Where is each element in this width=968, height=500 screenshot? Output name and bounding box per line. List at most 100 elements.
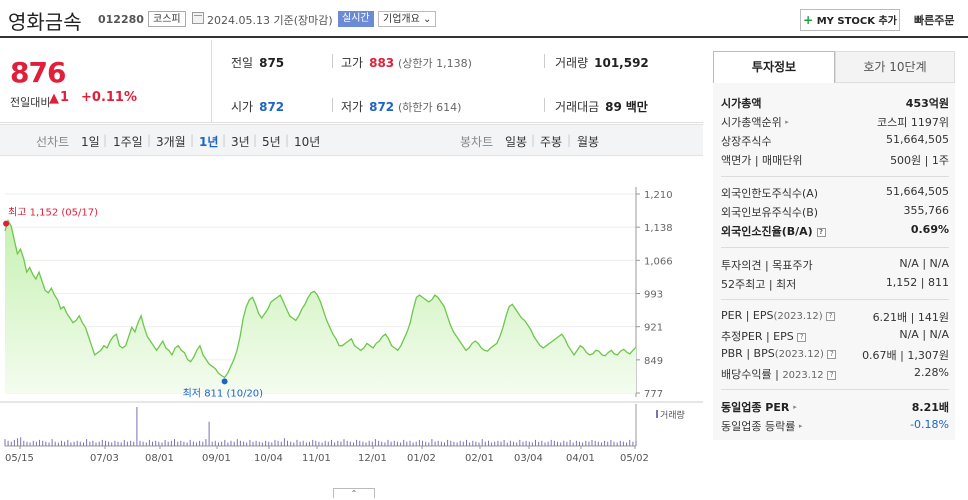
- change-label: 전일대비: [10, 96, 51, 109]
- price-chart-svg: 1,210 1,138 1,066 993 921 849 777 최고 1,152 (05/…: [0, 187, 703, 464]
- divider: |: [222, 133, 227, 147]
- x-tick-label: 07/03: [90, 453, 119, 464]
- plus-icon: +: [803, 13, 814, 27]
- candle-daily[interactable]: 일봉: [505, 135, 528, 149]
- est-per-row: 추정PER | EPS ? N/A | N/A: [721, 328, 949, 343]
- help-icon[interactable]: ?: [816, 228, 826, 237]
- par-row: 액면가 | 매매단위 500원 | 1주: [721, 154, 949, 167]
- pbr-row: PBR | BPS(2023.12) ? 0.67배 | 1,307원: [721, 347, 949, 362]
- opinion-row: 투자의견 | 목표주가 N/A | N/A: [721, 257, 949, 272]
- current-price: 876: [10, 56, 66, 89]
- x-tick-label: 04/01: [566, 453, 595, 464]
- period-1w[interactable]: 1주일: [113, 135, 143, 149]
- caret-right-icon[interactable]: ▸: [798, 422, 803, 430]
- divider: [332, 98, 333, 112]
- volume-legend-swatch: [656, 410, 658, 418]
- company-summary-dropdown[interactable]: 기업개요 ⌄: [378, 11, 437, 27]
- volume: 거래량 101,592: [555, 56, 649, 70]
- price-area: [5, 220, 636, 393]
- candle-chart-label[interactable]: 봉차트: [460, 135, 494, 149]
- divider: [332, 54, 333, 68]
- y-tick-label: 1,210: [644, 190, 673, 201]
- high-marker: [3, 220, 10, 227]
- market-badge: 코스피: [148, 11, 186, 27]
- y-tick-label: 1,066: [644, 256, 673, 267]
- x-tick-label: 08/01: [145, 453, 174, 464]
- divider: [721, 299, 949, 300]
- info-tabs: 투자정보 호가 10단계: [713, 51, 955, 83]
- divider: |: [147, 133, 152, 147]
- change-percent: +0.11%: [81, 90, 137, 105]
- high-label: 최고 1,152 (05/17): [8, 207, 98, 219]
- open-price: 시가 872: [231, 100, 285, 114]
- help-icon[interactable]: ?: [827, 371, 837, 380]
- period-3m[interactable]: 3개월: [156, 135, 186, 149]
- volume-legend-label: 거래량: [660, 409, 685, 421]
- price-chart[interactable]: 1,210 1,138 1,066 993 921 849 777 최고 1,152 (05/…: [0, 157, 703, 500]
- help-icon[interactable]: ?: [826, 312, 836, 321]
- period-10y[interactable]: 10년: [294, 135, 321, 149]
- divider: [721, 176, 949, 177]
- x-tick-label: 05/15: [5, 453, 34, 464]
- change-value: 1: [60, 90, 70, 105]
- x-tick-label: 03/04: [514, 453, 543, 464]
- period-5y[interactable]: 5년: [262, 135, 281, 149]
- period-1d[interactable]: 1일: [81, 135, 100, 149]
- divider: |: [531, 133, 536, 147]
- stock-code: 012280: [98, 13, 144, 26]
- foreign-hold-row: 외국인보유주식수(B) 355,766: [721, 204, 949, 219]
- y-tick-label: 1,138: [644, 223, 673, 234]
- divider: |: [567, 133, 572, 147]
- y-tick-label: 921: [644, 323, 663, 334]
- week52-row: 52주최고 | 최저 1,152 | 811: [721, 276, 949, 291]
- x-tick-label: 12/01: [358, 453, 387, 464]
- line-chart-label[interactable]: 선차트: [36, 135, 70, 149]
- help-icon[interactable]: ?: [797, 333, 807, 342]
- shares-row: 상장주식수 51,664,505: [721, 133, 949, 148]
- x-tick-label: 10/04: [254, 453, 283, 464]
- divider: |: [285, 133, 290, 147]
- x-tick-label: 02/01: [465, 453, 494, 464]
- dividend-row: 배당수익률 | 2023.12 ? 2.28%: [721, 366, 949, 381]
- realtime-button[interactable]: 실시간: [338, 11, 374, 27]
- collapse-chart-button[interactable]: ⌃: [333, 488, 375, 498]
- info-box: 시가총액 453억원 시가총액순위 ▸ 코스피 1197위 상장주식수 51,6…: [713, 83, 955, 440]
- high-price: 고가 883 (상한가 1,138): [341, 56, 472, 70]
- caret-right-icon[interactable]: ▸: [785, 118, 789, 126]
- chart-period-bar: 선차트 1일 | 1주일 | 3개월 | 1년 | 3년 | 5년 | 10년 …: [0, 124, 703, 156]
- low-price: 저가 872 (하한가 614): [341, 100, 462, 114]
- divider: [544, 54, 545, 68]
- fast-order-button[interactable]: 빠른주문: [914, 14, 955, 27]
- candle-monthly[interactable]: 월봉: [577, 135, 600, 149]
- market-cap-row: 시가총액 453억원: [721, 97, 949, 110]
- per-row: PER | EPS(2023.12) ? 6.21배 | 141원: [721, 309, 949, 324]
- base-date: 2024.05.13 기준(장마감): [207, 14, 333, 27]
- tab-order-book[interactable]: 호가 10단계: [835, 51, 955, 83]
- divider: |: [103, 133, 108, 147]
- divider: |: [190, 133, 195, 147]
- y-tick-label: 777: [644, 389, 663, 400]
- up-arrow-icon: ▲: [49, 91, 59, 106]
- candle-weekly[interactable]: 주봉: [540, 135, 563, 149]
- investment-info-panel: 투자정보 호가 10단계 시가총액 453억원 시가총액순위 ▸ 코스피 119…: [709, 44, 959, 444]
- prev-close: 전일 875: [231, 56, 285, 70]
- divider: [721, 247, 949, 248]
- sector-per-row: 동일업종 PER ▸ 8.21배: [721, 401, 949, 414]
- price-summary: 876 전일대비 ▲ 1 +0.11% 전일 875 고가 883 (상한가 1,1…: [0, 40, 703, 123]
- period-3y[interactable]: 3년: [231, 135, 250, 149]
- add-my-stock-button[interactable]: + MY STOCK 추가: [800, 9, 900, 31]
- caret-right-icon[interactable]: ▸: [793, 403, 797, 411]
- low-label: 최저 811 (10/20): [183, 387, 264, 399]
- period-1y[interactable]: 1년: [199, 135, 219, 149]
- stock-name: 영화금속: [8, 10, 82, 34]
- sector-change-row: 동일업종 등락률 ▸ -0.18%: [721, 418, 949, 433]
- trade-amount: 거래대금 89 백만: [555, 100, 648, 114]
- add-my-stock-label: MY STOCK 추가: [816, 16, 897, 27]
- y-tick-label: 993: [644, 290, 663, 301]
- calendar-icon: [192, 12, 204, 24]
- foreign-limit-row: 외국인한도주식수(A) 51,664,505: [721, 185, 949, 200]
- price-line: [4, 219, 637, 379]
- tab-investment-info[interactable]: 투자정보: [713, 51, 835, 83]
- help-icon[interactable]: ?: [827, 350, 837, 359]
- foreign-rate-row: 외국인소진율(B/A) ? 0.69%: [721, 223, 949, 238]
